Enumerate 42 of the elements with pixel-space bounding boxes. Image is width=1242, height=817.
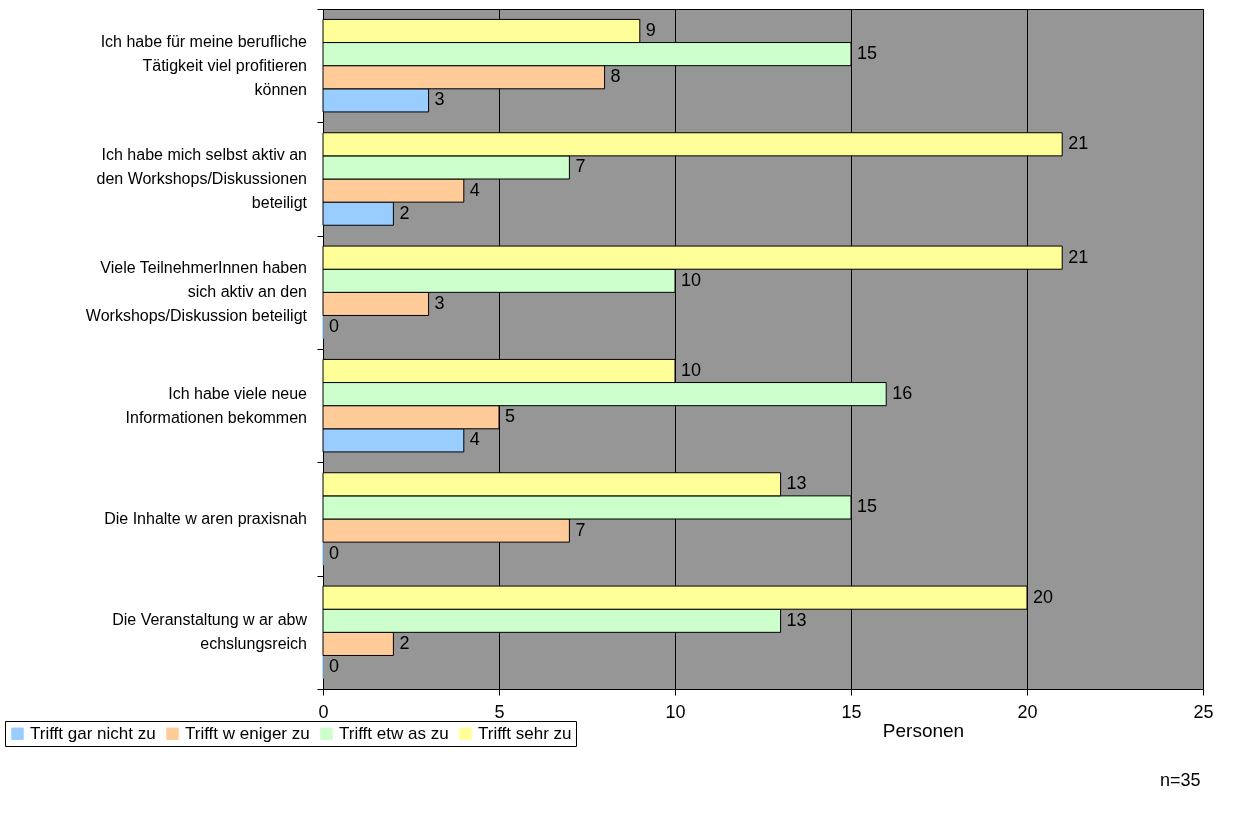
data-label: 2 (399, 632, 410, 653)
data-label: 0 (329, 656, 340, 677)
legend-label: Trifft gar nicht zu (30, 723, 156, 743)
data-label: 21 (1068, 246, 1089, 267)
data-label: 21 (1068, 133, 1089, 154)
data-label: 7 (575, 156, 586, 177)
x-tick-label: 15 (841, 701, 862, 722)
data-label: 3 (434, 89, 445, 110)
y-tick-label: Die Inhalte w aren praxisnah (104, 510, 307, 527)
y-tick-label: Ich habe mich selbst aktiv an den Workshops/Diskussionen beteiligt (96, 146, 308, 211)
data-label: 15 (857, 496, 878, 517)
data-label: 16 (892, 383, 913, 404)
y-tick-label: Ich habe für meine berufliche Tätigkeit viel profitieren können (100, 32, 308, 98)
x-tick-label: 10 (665, 701, 686, 722)
data-label: 5 (505, 406, 516, 427)
data-label: 15 (857, 43, 878, 64)
data-label: 3 (434, 292, 445, 313)
data-label: 13 (786, 473, 807, 494)
data-label: 10 (681, 269, 702, 290)
data-label: 4 (469, 429, 480, 450)
x-tick-label: 20 (1017, 701, 1038, 722)
data-label: 4 (469, 179, 480, 200)
legend-label: Trifft w eniger zu (185, 723, 310, 743)
data-label: 20 (1033, 586, 1054, 607)
x-axis-title: Personen (882, 719, 965, 741)
data-label: 2 (399, 202, 410, 223)
y-tick-label: Die Veranstaltung w ar abw echslungsreich (112, 611, 308, 653)
y-tick-label: Ich habe viele neue Informationen bekommen (125, 384, 308, 426)
text: n=35 (1160, 770, 1201, 791)
x-tick-label: 0 (318, 701, 329, 722)
x-tick-label: 25 (1193, 701, 1214, 722)
data-label: 8 (610, 66, 621, 87)
data-label: 10 (681, 359, 702, 380)
data-label: 0 (329, 316, 340, 337)
legend-label: Trifft etw as zu (339, 723, 449, 743)
legend-label: Trifft sehr zu (478, 723, 572, 743)
data-label: 9 (645, 19, 656, 40)
data-label: 0 (329, 542, 340, 563)
data-label: 7 (575, 519, 586, 540)
data-label: 13 (786, 609, 807, 630)
y-tick-label: Viele TeilnehmerInnen haben sich aktiv an den Workshops/Diskussion beteiligt (85, 259, 308, 325)
x-tick-label: 5 (494, 701, 505, 722)
